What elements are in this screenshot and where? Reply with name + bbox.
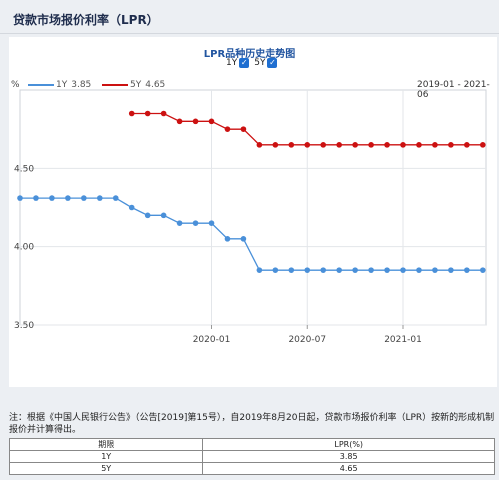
toggle-5y-label: 5Y	[254, 58, 266, 68]
data-point-5y	[176, 118, 183, 125]
toggle-1y[interactable]: 1Y ✓	[226, 58, 250, 68]
legend-value-5y: 4.65	[145, 80, 166, 90]
lpr-table: 期限 LPR(%) 1Y 3.85 5Y 4.65	[8, 438, 495, 475]
x-tick-label: 2020-01	[193, 335, 231, 345]
data-point-5y	[160, 110, 167, 117]
data-point-5y	[368, 142, 374, 148]
table-cell-rate: 4.65	[202, 462, 495, 475]
data-point-5y	[448, 142, 454, 148]
table-cell-rate: 3.85	[202, 450, 495, 463]
table-row: 1Y 3.85	[8, 450, 495, 463]
data-point-1y	[384, 267, 390, 273]
legend-swatch-5y	[102, 84, 128, 86]
data-point-5y	[416, 142, 422, 148]
toggle-5y[interactable]: 5Y ✓	[254, 58, 278, 68]
data-point-1y	[368, 267, 374, 273]
data-point-5y	[384, 142, 390, 148]
title-divider	[0, 33, 499, 34]
data-point-1y	[480, 267, 486, 273]
legend-value-1y: 3.85	[71, 80, 92, 90]
legend-name-5y: 5Y	[130, 80, 142, 90]
data-point-1y	[448, 267, 454, 273]
data-point-1y	[160, 212, 167, 219]
chart-panel	[9, 37, 497, 387]
x-tick-label: 2020-07	[288, 335, 326, 345]
data-point-5y	[272, 142, 279, 148]
y-tick-label: 3.50	[14, 321, 34, 331]
legend-swatch-1y	[28, 84, 54, 86]
y-axis-unit: %	[11, 80, 20, 90]
x-tick-label: 2021-01	[384, 335, 422, 345]
footnote: 注：根据《中国人民银行公告》（公告[2019]第15号），自2019年8月20日…	[9, 413, 495, 435]
page-title: 贷款市场报价利率（LPR）	[13, 13, 159, 27]
table-cell-term: 5Y	[8, 462, 204, 475]
data-point-1y	[240, 236, 247, 242]
data-point-5y	[144, 110, 151, 117]
data-point-1y	[192, 220, 199, 226]
y-tick-label: 4.00	[14, 243, 34, 253]
data-point-1y	[144, 212, 151, 219]
y-tick-label: 4.50	[14, 164, 34, 174]
legend-name-1y: 1Y	[56, 80, 68, 90]
data-point-5y	[288, 142, 295, 148]
data-point-1y	[33, 195, 39, 201]
plot-area	[19, 89, 487, 326]
table-header-lpr: LPR(%)	[202, 438, 495, 451]
data-point-1y	[176, 220, 183, 226]
data-point-1y	[464, 267, 470, 273]
data-point-1y	[96, 195, 103, 201]
data-point-5y	[480, 142, 486, 148]
data-point-1y	[81, 195, 87, 201]
data-point-1y	[304, 267, 311, 273]
chart-title: LPR品种历史走势图	[203, 49, 296, 60]
series-line-1y	[20, 197, 483, 271]
data-point-5y	[320, 142, 327, 148]
data-point-5y	[352, 142, 358, 148]
data-point-5y	[128, 110, 135, 117]
data-point-1y	[49, 195, 55, 201]
table-cell-term: 1Y	[8, 450, 204, 463]
toggle-1y-label: 1Y	[226, 58, 238, 68]
date-range: 2019-01 - 2021-06	[417, 80, 490, 100]
data-point-1y	[352, 267, 358, 273]
data-point-1y	[336, 267, 342, 273]
data-point-5y	[336, 142, 342, 148]
data-point-5y	[240, 126, 247, 132]
table-row: 5Y 4.65	[8, 462, 495, 475]
legend-item-1y: 1Y 3.85	[28, 80, 91, 90]
data-point-1y	[256, 267, 263, 273]
data-point-1y	[112, 195, 119, 201]
data-point-5y	[304, 142, 311, 148]
data-point-1y	[224, 236, 231, 242]
data-point-1y	[65, 195, 71, 201]
data-point-5y	[400, 142, 406, 148]
data-point-1y	[432, 267, 438, 273]
legend-item-5y: 5Y 4.65	[102, 80, 165, 90]
table-header-term: 期限	[8, 438, 204, 451]
toggle-1y-checkbox-icon[interactable]: ✓	[239, 58, 250, 68]
data-point-1y	[320, 267, 327, 273]
data-point-5y	[192, 118, 199, 125]
data-point-1y	[17, 195, 23, 201]
table-header-row: 期限 LPR(%)	[8, 438, 495, 451]
toggle-5y-checkbox-icon[interactable]: ✓	[267, 58, 278, 68]
data-point-1y	[400, 267, 406, 273]
series-toggles: 1Y ✓ 5Y ✓	[226, 58, 282, 68]
data-point-5y	[208, 118, 215, 125]
data-point-1y	[416, 267, 422, 273]
data-point-5y	[256, 142, 263, 148]
data-point-1y	[128, 204, 135, 211]
data-point-1y	[208, 220, 215, 226]
data-point-5y	[432, 142, 438, 148]
data-point-1y	[288, 267, 295, 273]
data-point-1y	[272, 267, 279, 273]
data-point-5y	[464, 142, 470, 148]
data-point-5y	[224, 126, 231, 132]
